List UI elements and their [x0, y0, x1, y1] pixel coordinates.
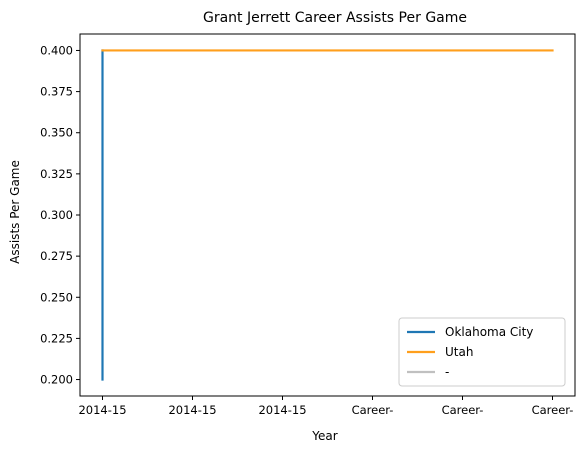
- x-tick-label: 2014-15: [258, 403, 306, 417]
- legend-box: [398, 317, 566, 387]
- y-tick-label: 0.200: [40, 373, 73, 387]
- y-tick-label: 0.225: [40, 331, 73, 345]
- x-tick-label: Career-: [352, 403, 394, 417]
- y-tick-label: 0.250: [40, 290, 73, 304]
- y-tick-label: 0.350: [40, 126, 73, 140]
- x-tick-label: Career-: [532, 403, 574, 417]
- legend-label: Utah: [445, 345, 473, 359]
- x-axis-title: Year: [311, 429, 337, 443]
- chart-title: Grant Jerrett Career Assists Per Game: [203, 10, 467, 26]
- x-tick-label: 2014-15: [168, 403, 216, 417]
- x-tick-label: 2014-15: [78, 403, 126, 417]
- y-tick-label: 0.400: [40, 43, 73, 57]
- y-tick-label: 0.275: [40, 249, 73, 263]
- y-axis-title: Assists Per Game: [8, 160, 22, 264]
- x-tick-label: Career-: [442, 403, 484, 417]
- plot-area: 0.200 0.225 0.250 0.275 0.300 0.325 0.350 0.375…: [40, 33, 576, 417]
- y-tick-label: 0.375: [40, 85, 73, 99]
- legend-label: Oklahoma City: [445, 325, 533, 339]
- y-tick-label: 0.325: [40, 167, 73, 181]
- y-tick-label: 0.300: [40, 208, 73, 222]
- legend: Oklahoma City Utah -: [398, 317, 566, 387]
- legend-label: -: [445, 365, 449, 379]
